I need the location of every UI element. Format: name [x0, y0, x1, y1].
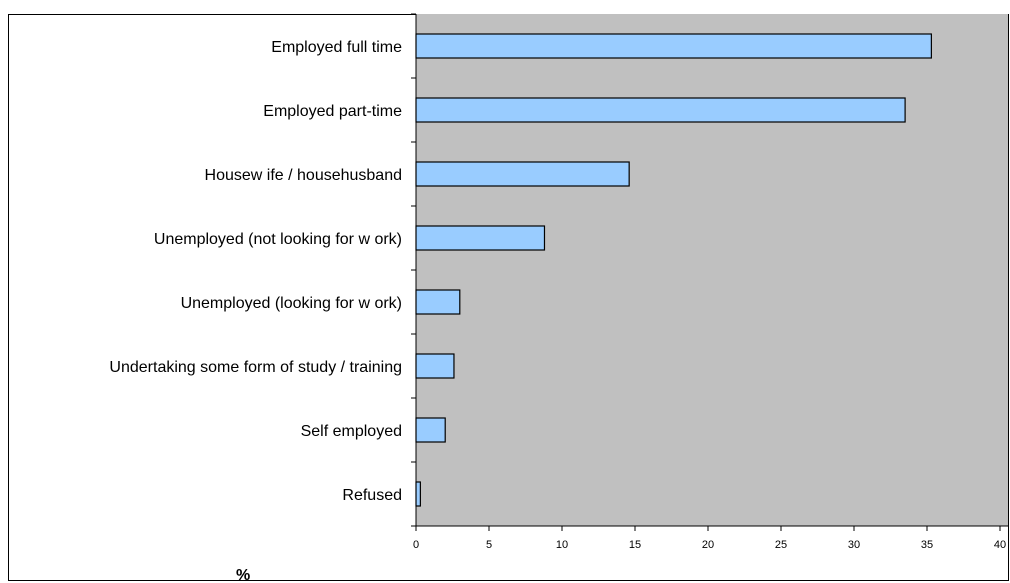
bar	[415, 161, 630, 187]
x-tick-label: 30	[848, 539, 860, 551]
x-tick-label: 0	[413, 539, 419, 551]
bar	[415, 417, 446, 443]
axes	[411, 13, 1008, 531]
bar	[415, 481, 421, 507]
category-label: Unemployed (looking for w ork)	[181, 295, 402, 312]
category-label: Self employed	[301, 423, 402, 440]
category-label: Undertaking some form of study / trainin…	[109, 359, 402, 376]
plot-area	[416, 14, 1008, 526]
labels: Employed full time Employed part-time Hous…	[109, 39, 1006, 551]
category-label: Employed part-time	[263, 103, 402, 120]
x-tick-label: 5	[486, 539, 492, 551]
bar	[415, 225, 546, 251]
x-tick-label: 15	[629, 539, 641, 551]
category-label: Employed full time	[271, 39, 402, 56]
bar	[415, 353, 455, 379]
x-tick-label: 35	[921, 539, 933, 551]
category-label: Housew ife / househusband	[205, 167, 402, 184]
x-tick-label: 40	[994, 539, 1006, 551]
bar	[415, 97, 906, 123]
x-tick-label: 10	[556, 539, 568, 551]
bar	[415, 33, 932, 59]
category-label: Refused	[342, 487, 402, 504]
x-tick-label: 20	[702, 539, 714, 551]
bars	[415, 33, 932, 507]
x-tick-label: 25	[775, 539, 787, 551]
x-axis-unit-label: %	[236, 567, 250, 583]
bar	[415, 289, 461, 315]
category-label: Unemployed (not looking for w ork)	[154, 231, 402, 248]
